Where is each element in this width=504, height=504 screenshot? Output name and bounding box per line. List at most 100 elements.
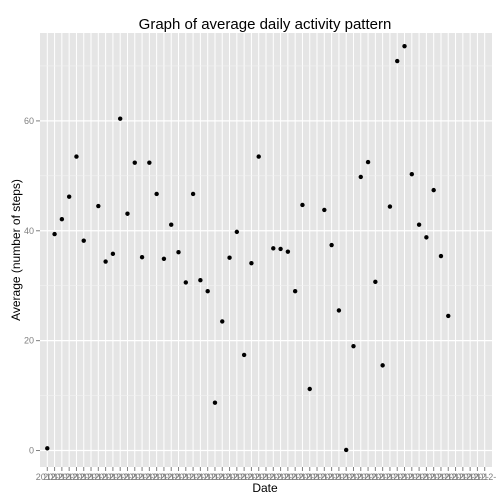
data-point (117, 116, 123, 121)
data-point (351, 343, 356, 349)
data-point (329, 242, 334, 248)
y-tick-label: 40 (24, 226, 34, 236)
x-tick-label: 2012- (386, 472, 409, 482)
data-point (402, 43, 407, 49)
x-tick-label: 2012- (400, 472, 423, 482)
data-point (438, 253, 444, 259)
data-point (227, 255, 232, 260)
data-point (380, 363, 385, 368)
data-point (59, 217, 65, 222)
x-tick-label: 2012- (240, 472, 263, 482)
y-axis-title: Average (number of steps) (9, 179, 23, 321)
x-tick-label: 2012- (72, 472, 95, 482)
x-tick-label: 2012- (109, 472, 132, 482)
x-tick-label: 2012- (313, 472, 336, 482)
data-point (234, 229, 240, 235)
x-tick-label: 2012- (50, 472, 73, 482)
data-point (424, 235, 429, 240)
data-point (271, 246, 276, 251)
x-tick-label: 2012- (174, 472, 197, 482)
x-tick-label: 2012- (444, 472, 467, 482)
grid-lines (40, 33, 492, 467)
x-tick-label: 2012- (415, 472, 438, 482)
data-point (74, 154, 79, 159)
data-point (409, 171, 415, 177)
data-point (147, 160, 152, 165)
x-tick-label: 2012- (327, 472, 350, 482)
x-tick-label: 2012- (218, 472, 241, 482)
x-tick-label: 2012- (408, 472, 431, 482)
data-point (416, 222, 422, 227)
x-tick-label: 2012- (43, 472, 66, 482)
y-tick-label: 60 (24, 116, 34, 126)
x-tick-label: 2012- (65, 472, 88, 482)
x-tick-label: 2012- (262, 472, 285, 482)
x-tick-label: 2012- (349, 472, 372, 482)
data-point (358, 174, 363, 180)
x-tick-label: 2012- (196, 472, 219, 482)
data-point (103, 259, 108, 264)
y-axis: 0 20 40 60 (24, 116, 40, 456)
data-point (249, 260, 254, 266)
x-tick-label: 2012- (254, 472, 277, 482)
x-tick-label: 2012- (182, 472, 205, 482)
x-tick-label: 2012- (94, 472, 117, 482)
x-tick-label: 2012- (58, 472, 81, 482)
x-tick-label: 2012- (269, 472, 292, 482)
data-point (212, 400, 218, 405)
x-tick-label: 2012- (167, 472, 190, 482)
data-point (96, 203, 101, 209)
data-point (256, 154, 261, 159)
x-tick-label: 2012- (101, 472, 124, 482)
x-tick-label: 2012- (342, 472, 365, 482)
x-tick-label: 2012- (138, 472, 161, 482)
data-point (387, 204, 393, 209)
x-tick-label: 2012- (357, 472, 380, 482)
data-point (169, 222, 174, 227)
data-point (322, 207, 327, 213)
data-point (154, 191, 159, 197)
data-point (45, 446, 50, 451)
x-tick-label: 2012- (291, 472, 314, 482)
x-tick-label: 2012- (225, 472, 248, 482)
data-point (278, 246, 283, 252)
chart-title: Graph of average daily activity pattern (139, 16, 392, 33)
x-tick-label: 2012- (422, 472, 445, 482)
x-tick-label: 2012- (152, 472, 175, 482)
data-point (241, 352, 247, 358)
data-point (336, 308, 342, 313)
x-tick-label: 2012- (298, 472, 321, 482)
x-tick-label: 2012- (451, 472, 474, 482)
x-axis-title: Date (252, 481, 278, 495)
data-point (66, 194, 72, 199)
x-tick-label: 2012- (320, 472, 343, 482)
x-tick-label: 2012- (378, 472, 401, 482)
x-tick-label: 2012- (364, 472, 387, 482)
data-point (431, 187, 436, 193)
x-axis: 2012-2012-2012-2012-2012-2012-2012-2012-… (36, 467, 496, 482)
data-point (220, 319, 225, 324)
x-tick-label: 2012- (189, 472, 212, 482)
x-tick-label: 2012- (276, 472, 299, 482)
x-tick-label: 2012- (160, 472, 183, 482)
x-tick-label: 2012- (335, 472, 358, 482)
data-point (395, 58, 400, 64)
data-point (183, 280, 189, 285)
x-tick-label: 2012- (87, 472, 110, 482)
data-point (176, 249, 181, 255)
x-tick-label: 2012- (145, 472, 168, 482)
x-tick-label: 2012- (459, 472, 482, 482)
data-point (292, 289, 298, 294)
data-point (52, 231, 57, 237)
x-tick-label: 2012- (131, 472, 154, 482)
data-point (190, 191, 196, 197)
data-point (205, 289, 210, 294)
data-point (81, 238, 86, 243)
x-tick-label: 2012- (116, 472, 139, 482)
x-tick-label: 2012- (247, 472, 270, 482)
x-tick-label: 2012- (371, 472, 394, 482)
data-point (446, 313, 451, 319)
data-point (343, 447, 349, 453)
x-tick-label: 2012- (429, 472, 452, 482)
